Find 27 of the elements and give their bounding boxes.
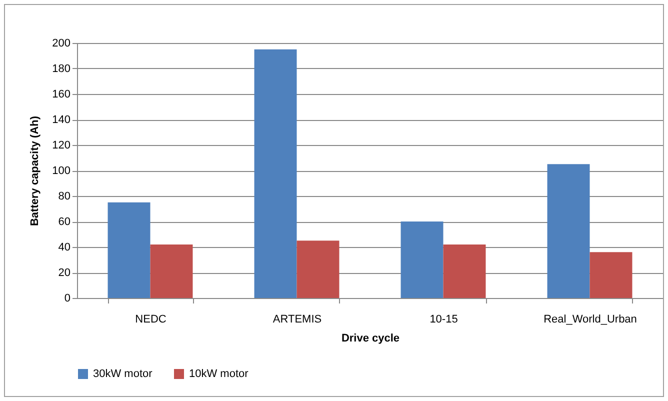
y-tick-label: 160 <box>52 88 70 100</box>
x-tick-label: ARTEMIS <box>272 314 322 326</box>
y-axis-title: Battery capacity (Ah) <box>29 116 42 226</box>
x-tick-label: Real_World_Urban <box>544 314 637 326</box>
bar <box>254 49 297 298</box>
y-tick-label: 0 <box>64 292 70 304</box>
y-tick-label: 100 <box>52 165 70 177</box>
x-axis-title: Drive cycle <box>341 332 400 344</box>
bar <box>150 244 193 298</box>
y-tick-label: 40 <box>58 242 70 254</box>
x-tick-label: NEDC <box>135 314 166 326</box>
bar <box>547 164 590 298</box>
legend-label: 10kW motor <box>189 368 249 380</box>
y-tick-label: 20 <box>58 267 70 279</box>
bar <box>400 222 444 298</box>
bar <box>443 244 486 298</box>
y-tick-label: 180 <box>52 63 70 75</box>
bar <box>296 240 340 298</box>
x-tick-label: 10-15 <box>430 314 458 326</box>
y-tick-label: 80 <box>58 190 70 202</box>
y-tick-label: 120 <box>52 140 70 152</box>
bar <box>590 252 632 298</box>
y-tick-label: 200 <box>52 38 70 50</box>
legend-label: 30kW motor <box>93 368 153 380</box>
y-tick-label: 60 <box>58 216 70 228</box>
bar <box>108 202 150 298</box>
y-tick-label: 140 <box>52 114 70 126</box>
